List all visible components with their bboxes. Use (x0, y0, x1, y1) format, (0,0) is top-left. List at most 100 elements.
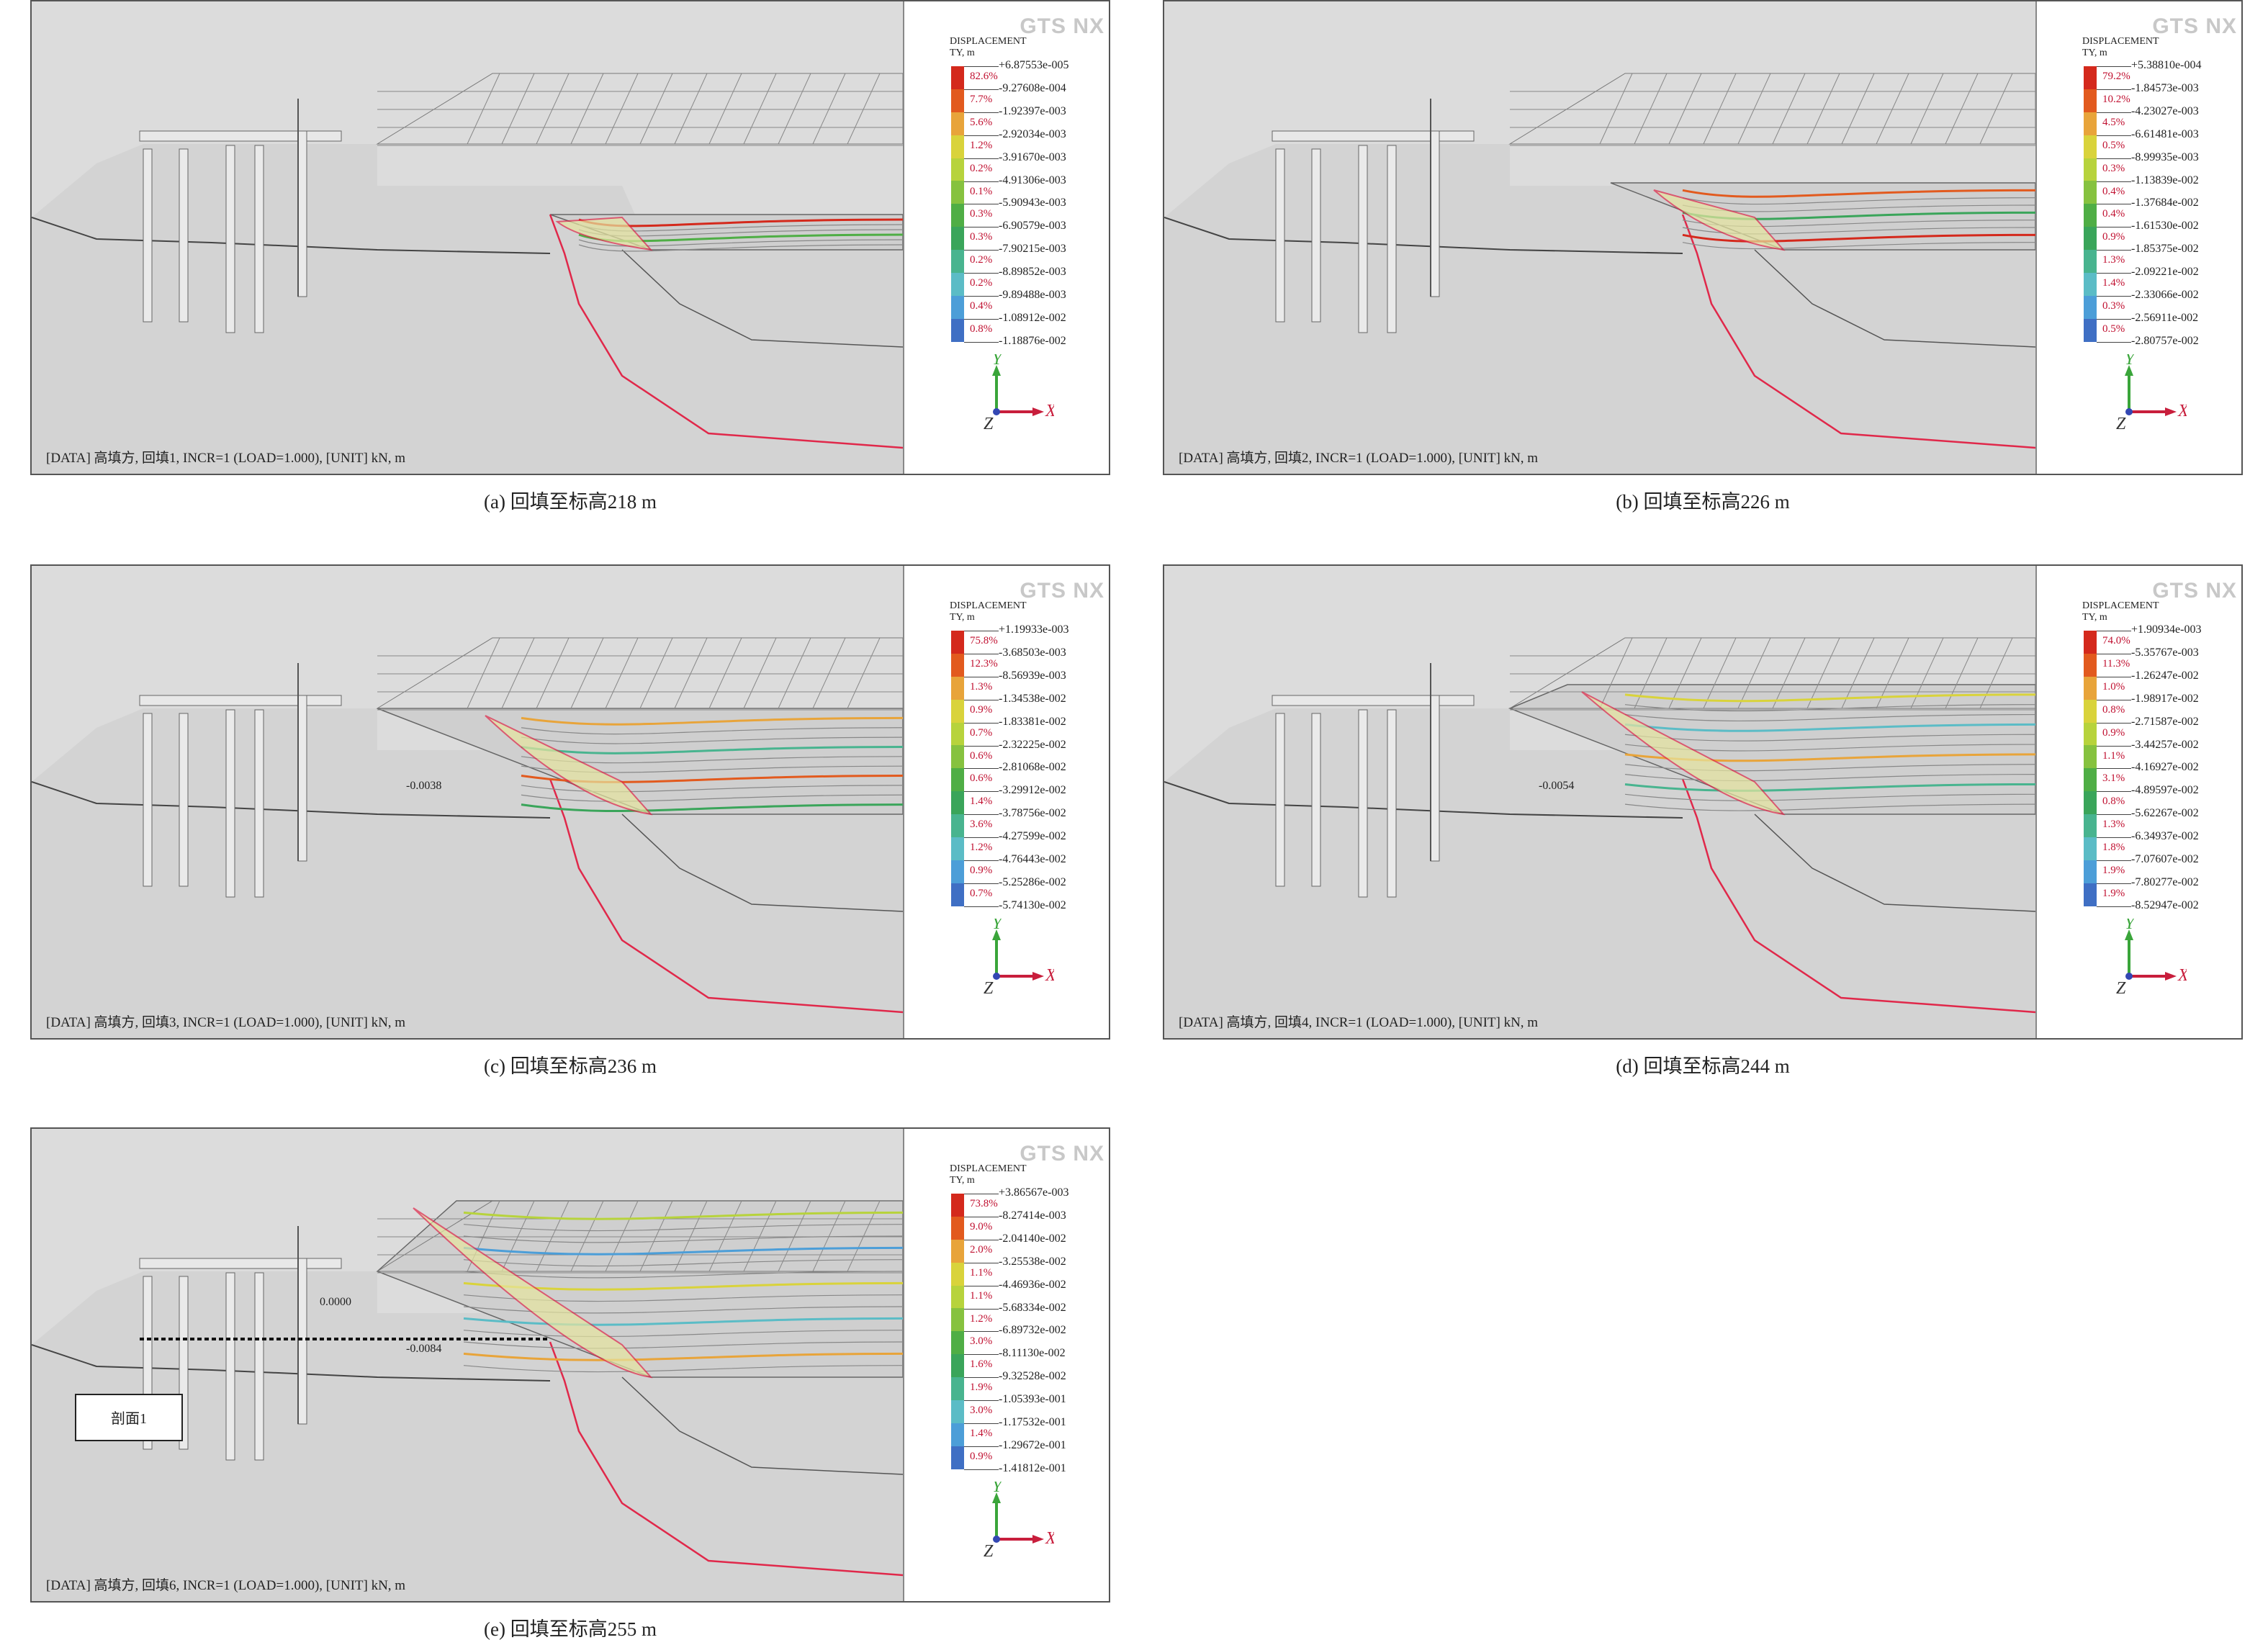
influence-boundary (549, 778, 903, 1014)
legend-percent: 0.6% (970, 772, 993, 785)
legend-percent: 0.8% (970, 323, 993, 335)
legend-color-cell (2084, 181, 2097, 204)
section-callout: 剖面1 (75, 1394, 183, 1441)
legend-percent: 0.7% (970, 887, 993, 899)
axis-y-label: Y (992, 919, 1004, 933)
legend-color-cell (951, 204, 964, 227)
legend-title: DISPLACEMENT TY, m (950, 36, 1027, 59)
legend-color-bar (951, 1194, 964, 1469)
legend-tick (964, 837, 999, 839)
legend-percent: 0.9% (2102, 726, 2125, 739)
legend-percent: 1.4% (2102, 277, 2125, 289)
gts-nx-logo: GTS NX (2152, 14, 2237, 38)
displacement-contour-plot: -0.0054 [DATA] 高填方, 回填4, INCR=1 (LOAD=1.0… (1164, 566, 2037, 1038)
legend-unit-text: TY, m (2082, 48, 2107, 58)
legend-value: -8.56939e-003 (999, 669, 1066, 682)
contour-line (463, 1306, 903, 1314)
panel-caption: (a) 回填至标高218 m (484, 491, 657, 513)
legend-color-cell (951, 768, 964, 792)
legend-percent: 1.6% (970, 1358, 993, 1371)
legend-percent: 0.1% (970, 185, 993, 197)
contour-line (463, 1330, 903, 1338)
plot-svg: -0.0054 (1164, 637, 2035, 1038)
legend-tick (2097, 66, 2131, 67)
legend-percent: 12.3% (970, 657, 998, 670)
legend-percent: 0.9% (970, 865, 993, 876)
panel-caption: (e) 回填至标高255 m (484, 1618, 657, 1640)
legend-value: -2.32225e-002 (999, 738, 1066, 751)
legend-color-cell (951, 1216, 964, 1240)
legend-tick (2097, 722, 2131, 724)
legend-color-cell (951, 1331, 964, 1355)
legend-tick (964, 112, 999, 113)
legend-color-cell (951, 1354, 964, 1378)
legend-unit-text: TY, m (2082, 612, 2107, 623)
legend-percent: 0.3% (970, 231, 993, 243)
legend-percent: 3.0% (970, 1405, 993, 1417)
panel-d: -0.0054 [DATA] 高填方, 回填4, INCR=1 (LOAD=1.0… (1163, 564, 2243, 1077)
legend-value: -5.90943e-003 (999, 197, 1066, 209)
legend-percent: 1.2% (970, 842, 993, 854)
legend-value: -2.04140e-002 (999, 1232, 1066, 1245)
legend-value: -1.13839e-002 (2131, 173, 2199, 186)
legend-title-text: DISPLACEMENT (950, 600, 1027, 611)
legend-color-cell (2084, 745, 2097, 769)
legend-color-cell (951, 89, 964, 112)
legend-title: DISPLACEMENT TY, m (950, 600, 1027, 623)
legend-color-bar (951, 631, 964, 906)
pile-structure (1272, 99, 1475, 333)
displacement-legend: GTS NX DISPLACEMENT TY, m +1.19933e-003 -3.6… (950, 579, 1108, 1025)
displacement-contour-plot: 0.0000 -0.0084 剖面1 [DATA] 高填方, 回填6, INCR=1 … (32, 1129, 904, 1601)
displacement-legend: GTS NX DISPLACEMENT TY, m +1.90934e-003 -5.3… (2082, 579, 2241, 1025)
contour-line (521, 775, 903, 783)
legend-value: -1.41812e-001 (999, 1461, 1066, 1474)
panel-caption: (d) 回填至标高244 m (1616, 1055, 1790, 1077)
legend-color-cell (951, 318, 964, 342)
legend-color-cell (951, 676, 964, 700)
legend-value: -2.33066e-002 (2131, 289, 2199, 301)
axis-y-label: Y (2125, 919, 2136, 933)
legend-value: -4.46936e-002 (999, 1278, 1066, 1291)
axis-triad: X Y Z (2100, 914, 2190, 998)
legend-value: +1.90934e-003 (2131, 623, 2202, 636)
pile-structure (139, 99, 342, 333)
legend-unit-text: TY, m (950, 612, 975, 623)
legend-tick (2097, 791, 2131, 793)
legend-tick (964, 341, 999, 343)
influence-boundary (549, 1341, 903, 1577)
legend-color-cell (951, 814, 964, 838)
legend-percent: 5.6% (970, 116, 993, 128)
legend-tick (964, 1308, 999, 1310)
legend-percent: 0.7% (970, 726, 993, 739)
legend-color-cell (2084, 273, 2097, 296)
legend-tick (964, 883, 999, 884)
plot-svg (1164, 73, 2035, 474)
legend-color-cell (951, 745, 964, 769)
panel-caption: (c) 回填至标高236 m (484, 1055, 657, 1077)
axis-y-label: Y (992, 354, 1004, 369)
axis-z-label: Z (2116, 979, 2126, 998)
legend-color-cell (951, 837, 964, 860)
legend-value: -3.29912e-002 (999, 784, 1066, 797)
legend-value: -2.81068e-002 (999, 761, 1066, 774)
contour-line (521, 716, 903, 726)
legend-percent: 3.0% (970, 1335, 993, 1348)
legend-value: -4.16927e-002 (2131, 761, 2199, 774)
plot-info-text: [DATA] 高填方, 回填3, INCR=1 (LOAD=1.000), [U… (46, 1015, 406, 1030)
legend-color-cell (2084, 631, 2097, 654)
panel-b: [DATA] 高填方, 回填2, INCR=1 (LOAD=1.000), [U… (1163, 0, 2243, 513)
gts-nx-logo: GTS NX (2152, 579, 2237, 603)
legend-percent: 1.3% (2102, 254, 2125, 266)
legend-percent: 0.9% (970, 1450, 993, 1462)
axis-z-label: Z (984, 1542, 994, 1561)
contour-line (463, 1211, 903, 1220)
legend-value: +5.38810e-004 (2131, 59, 2202, 71)
legend-color-cell (951, 112, 964, 135)
legend-value: -2.09221e-002 (2131, 266, 2199, 279)
contour-line (578, 244, 903, 252)
legend-percent: 7.7% (970, 93, 993, 105)
legend-tick (964, 791, 999, 793)
legend-unit-text: TY, m (950, 48, 975, 58)
plot-info-text: [DATA] 高填方, 回填1, INCR=1 (LOAD=1.000), [U… (46, 451, 406, 466)
legend-tick (2097, 745, 2131, 747)
